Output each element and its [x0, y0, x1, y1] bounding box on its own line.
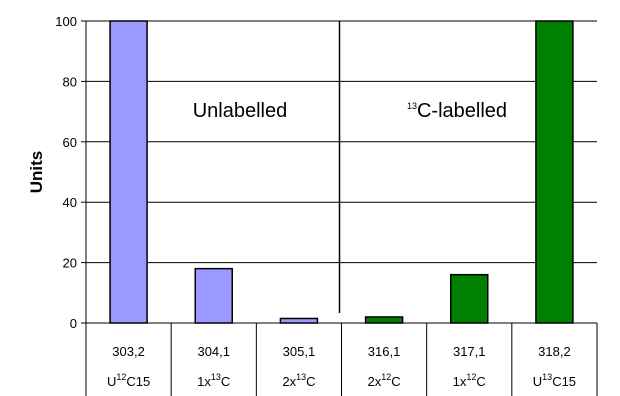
- x-tick-label-mass: 316,1: [368, 344, 401, 359]
- y-tick-label: 0: [70, 316, 77, 331]
- x-tick-label-mass: 318,2: [538, 344, 571, 359]
- bar: [194, 267, 233, 324]
- annotation-unlabelled: Unlabelled: [193, 100, 288, 122]
- x-tick-label-isotope: 2x13C: [282, 372, 315, 389]
- y-tick-label: 80: [63, 74, 77, 89]
- y-tick-label: 20: [63, 256, 77, 271]
- x-tick-label-isotope: U12C15: [107, 372, 150, 389]
- y-tick-labels: 0 20 40 60 80 100: [55, 14, 77, 331]
- y-tick-label: 60: [63, 135, 77, 150]
- axes: [85, 21, 597, 324]
- bar: [109, 20, 148, 324]
- annotation-13c-labelled: 13C-labelled: [407, 100, 507, 122]
- y-tick-label: 40: [63, 195, 77, 210]
- x-tick-label-mass: 317,1: [453, 344, 486, 359]
- bar: [279, 317, 319, 324]
- x-category-table: 303,2 U12C15 304,1 1x13C 305,1 2x13C 316,1 2x12…: [85, 323, 598, 396]
- x-tick-label-mass: 303,2: [112, 344, 145, 359]
- x-tick-label-isotope: 1x12C: [453, 372, 486, 389]
- x-tick-label-mass: 305,1: [283, 344, 316, 359]
- y-axis-label: Units: [27, 151, 46, 194]
- gridlines: [81, 20, 597, 324]
- bar: [450, 273, 489, 324]
- x-tick-label-isotope: 1x13C: [197, 372, 230, 389]
- x-tick-label-mass: 304,1: [197, 344, 230, 359]
- y-tick-label: 100: [55, 14, 77, 29]
- bars: [109, 20, 574, 324]
- bar: [535, 20, 574, 324]
- x-tick-label-isotope: U13C15: [533, 372, 576, 389]
- x-tick-label-isotope: 2x12C: [368, 372, 401, 389]
- bar: [364, 316, 404, 324]
